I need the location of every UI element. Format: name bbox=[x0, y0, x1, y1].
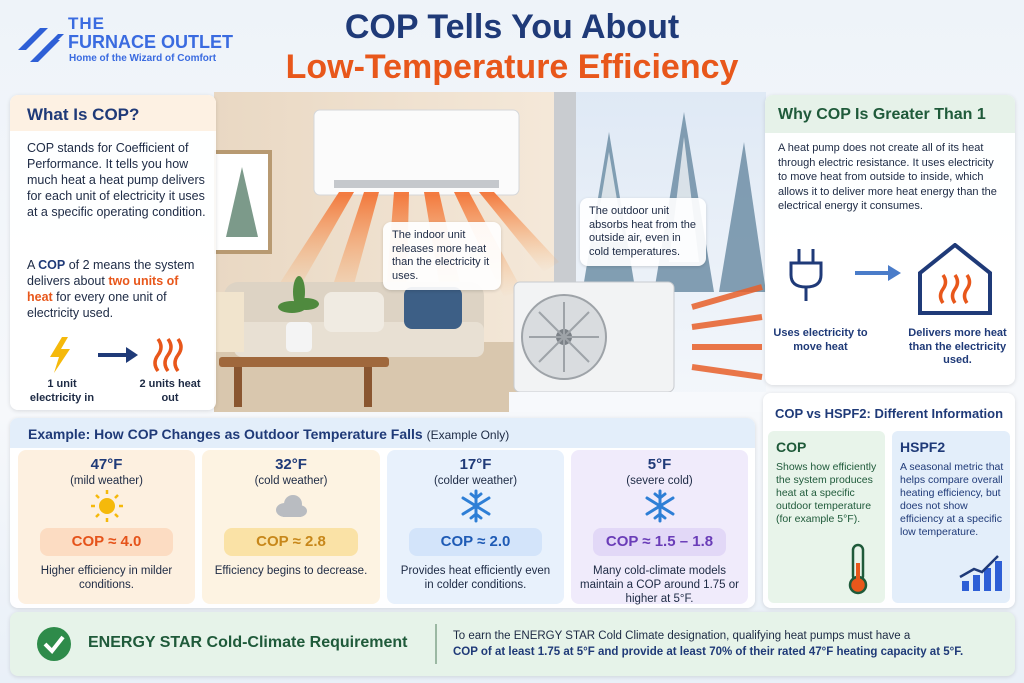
cop-card: 32°F (cold weather) COP ≈ 2.8 Efficiency be… bbox=[202, 450, 380, 604]
footer-panel: ENERGY STAR Cold-Climate Requirement To … bbox=[10, 612, 1015, 676]
cop-card: 47°F (mild weather) COP ≈ 4.0 Higher effici… bbox=[18, 450, 195, 604]
hspf2-box: HSPF2 A seasonal metric that helps compa… bbox=[892, 431, 1010, 603]
text: COP bbox=[38, 258, 66, 272]
footer-heading: ENERGY STAR Cold-Climate Requirement bbox=[88, 634, 408, 651]
cop-value: COP ≈ 4.0 bbox=[40, 528, 173, 556]
text: of 2 means the system delivers about bbox=[27, 258, 195, 288]
cop-value: COP ≈ 2.8 bbox=[224, 528, 358, 556]
text: Shows how efficiently the system produce… bbox=[776, 461, 877, 525]
comparison-panel: COP vs HSPF2: Different Information COP … bbox=[763, 393, 1015, 608]
cop-card: 5°F (severe cold) COP ≈ 1.5 – 1.8 Many cold… bbox=[571, 450, 748, 605]
description: Efficiency begins to decrease. bbox=[214, 565, 368, 577]
chart-icon bbox=[959, 555, 1002, 591]
logo-mark bbox=[18, 28, 64, 62]
description: Many cold-climate models maintain a COP … bbox=[580, 565, 739, 605]
logo-name: FURNACE OUTLET bbox=[68, 32, 233, 52]
what-is-cop-panel: What Is COP? COP stands for Coefficient … bbox=[10, 95, 216, 410]
condition: (severe cold) bbox=[626, 475, 693, 487]
weather-icon bbox=[645, 489, 674, 523]
left-label: Uses electricity to move heat bbox=[773, 327, 868, 353]
weather-icon bbox=[461, 489, 490, 523]
indoor-callout: The indoor unit releases more heat than … bbox=[383, 222, 501, 290]
why-cop-panel: Why COP Is Greater Than 1 A heat pump do… bbox=[765, 95, 1015, 385]
weather-icon bbox=[276, 495, 307, 517]
condition: (colder weather) bbox=[433, 475, 518, 487]
title: COP bbox=[776, 439, 807, 455]
cop-value: COP ≈ 1.5 – 1.8 bbox=[593, 528, 726, 556]
title-line: Low-Temperature Efficiency bbox=[285, 48, 739, 86]
text: A heat pump does not create all of its h… bbox=[778, 142, 997, 212]
title-line: COP Tells You About bbox=[344, 8, 680, 46]
cop-value: COP ≈ 2.0 bbox=[409, 528, 542, 556]
title: HSPF2 bbox=[900, 439, 946, 455]
condition: (mild weather) bbox=[70, 475, 143, 487]
logo-line: THE bbox=[68, 14, 105, 33]
heading: Why COP Is Greater Than 1 bbox=[778, 106, 986, 123]
emphasis: COP of at least 1.75 at 5°F and provide … bbox=[453, 646, 964, 658]
text: A bbox=[27, 258, 39, 272]
text: two units of heat bbox=[27, 274, 179, 304]
example-heading: Example: How COP Changes as Outdoor Temp… bbox=[28, 426, 509, 442]
description: Provides heat efficiently even in colder… bbox=[400, 565, 551, 591]
footer-text: To earn the ENERGY STAR Cold Climate des… bbox=[453, 628, 1003, 660]
condition: (cold weather) bbox=[254, 475, 328, 487]
icons bbox=[789, 243, 992, 315]
cop-card: 17°F (colder weather) COP ≈ 2.0 Provides he… bbox=[387, 450, 564, 604]
scene-illustration bbox=[214, 92, 766, 412]
temperature: 47°F bbox=[90, 456, 123, 473]
heading: COP vs HSPF2: Different Information bbox=[775, 406, 1004, 421]
check-icon bbox=[37, 627, 71, 661]
text: A seasonal metric that helps compare ove… bbox=[900, 461, 1004, 538]
thermometer-icon bbox=[848, 543, 868, 595]
heading: What Is COP? bbox=[27, 105, 140, 124]
note: (Example Only) bbox=[426, 428, 510, 442]
logo-tagline: Home of the Wizard of Comfort bbox=[69, 53, 217, 64]
heading: Example: How COP Changes as Outdoor Temp… bbox=[28, 426, 423, 442]
definition: COP stands for Coefficient of Performanc… bbox=[27, 141, 206, 219]
output-label: 2 units heat out bbox=[139, 378, 201, 404]
text: To earn the ENERGY STAR Cold Climate des… bbox=[453, 630, 911, 642]
temperature: 5°F bbox=[647, 456, 672, 473]
cop-box: COP Shows how efficiently the system pro… bbox=[768, 431, 885, 603]
text: for every one unit of electricity used. bbox=[27, 290, 167, 320]
right-label: Delivers more heat than the electricity … bbox=[908, 327, 1007, 366]
weather-icon bbox=[90, 490, 123, 522]
icons bbox=[50, 337, 183, 373]
example-text: A COP of 2 means the system delivers abo… bbox=[27, 257, 207, 321]
description: Higher efficiency in milder conditions. bbox=[40, 565, 173, 591]
temperature: 17°F bbox=[459, 456, 492, 473]
input-label: 1 unit electricity in bbox=[29, 378, 95, 404]
temperature: 32°F bbox=[275, 456, 307, 473]
outdoor-callout: The outdoor unit absorbs heat from the o… bbox=[580, 198, 706, 266]
